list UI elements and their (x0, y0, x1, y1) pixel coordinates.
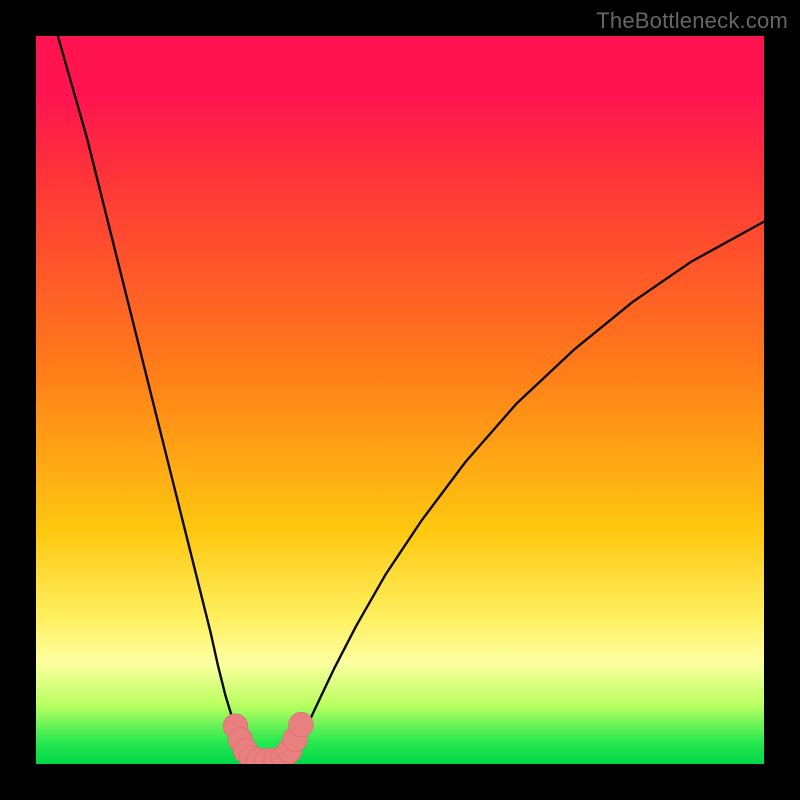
watermark-text: TheBottleneck.com (596, 8, 788, 34)
curve-right (284, 222, 764, 760)
outer-frame: TheBottleneck.com (0, 0, 800, 800)
chart-svg (36, 36, 764, 764)
valley-marker (289, 712, 314, 737)
bottleneck-chart (36, 36, 764, 764)
curve-left (58, 36, 255, 760)
